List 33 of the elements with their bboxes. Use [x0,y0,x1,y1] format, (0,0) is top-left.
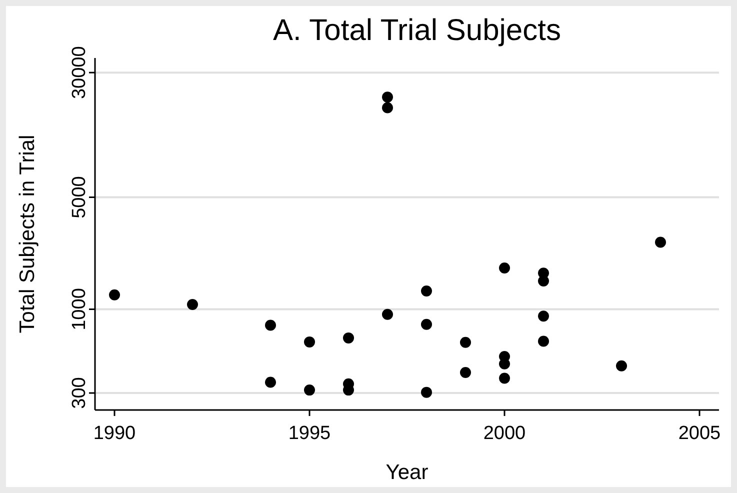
point [538,336,549,347]
point [265,376,276,388]
y-tick-label: 30000 [69,46,90,100]
point [499,372,510,384]
x-tick-label: 1990 [93,423,136,444]
point [304,336,315,348]
y-tick-label: 1000 [69,288,90,330]
point [382,92,393,103]
point [538,310,549,322]
point [499,262,510,274]
x-tick-label: 2000 [483,423,526,444]
point [538,276,549,287]
point [304,384,315,396]
point [655,236,666,248]
point [421,318,432,330]
point [382,102,393,114]
x-tick-label: 1995 [288,423,331,444]
point [616,360,627,372]
y-tick-label: 5000 [69,176,90,218]
y-tick-label: 300 [69,377,90,409]
x-axis-title: Year [386,461,428,484]
point [460,366,471,378]
chart-title: A. Total Trial Subjects [273,14,561,47]
point [421,386,432,398]
point [265,320,276,331]
point [382,308,393,320]
y-axis-title: Total Subjects in Trial [16,134,39,334]
point [343,332,354,344]
point [460,336,471,348]
point [421,285,432,296]
x-tick-label: 2005 [678,423,721,444]
point [109,289,120,300]
point [187,299,198,310]
